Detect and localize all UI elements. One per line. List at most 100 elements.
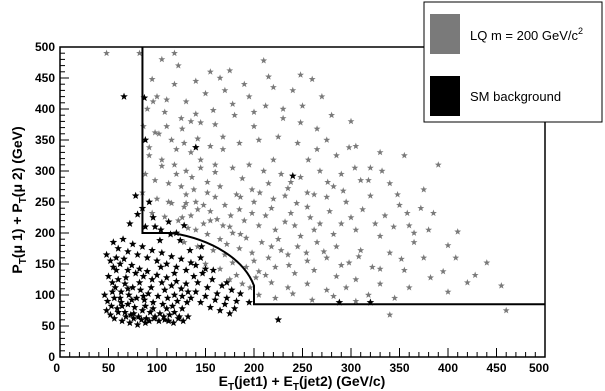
sm-point: [114, 308, 122, 316]
y-axis-title-rest1: (μ 1) + P: [9, 203, 25, 258]
lq-point: [231, 111, 239, 119]
lq-point: [303, 280, 311, 287]
sm-point: [155, 317, 163, 325]
lq-point: [192, 198, 200, 205]
sm-point: [124, 266, 132, 274]
lq-point: [238, 280, 246, 287]
sm-point: [167, 252, 176, 260]
lq-point: [197, 119, 205, 126]
lq-point: [323, 136, 331, 143]
lq-point: [376, 232, 384, 240]
lq-point: [299, 102, 306, 109]
lq-point: [168, 136, 175, 143]
sm-point: [149, 304, 157, 312]
lq-point: [229, 229, 237, 236]
lq-point: [268, 243, 275, 250]
sm-point: [121, 308, 129, 316]
lq-point: [236, 139, 243, 147]
lq-point: [403, 209, 411, 217]
lq-point: [178, 125, 186, 132]
sm-point: [124, 284, 132, 293]
sm-point: [274, 315, 283, 324]
lq-point: [238, 174, 246, 182]
lq-point: [248, 209, 256, 217]
lq-point: [337, 261, 345, 269]
lq-point: [211, 193, 219, 200]
lq-point: [410, 229, 418, 236]
sm-point: [156, 236, 164, 244]
sm-point: [163, 294, 172, 302]
sm-point: [131, 269, 140, 277]
sm-point: [225, 309, 234, 317]
lq-point: [211, 120, 219, 128]
sm-point: [138, 306, 147, 314]
sm-point: [172, 277, 181, 285]
legend-label-lq-sup: 2: [578, 26, 583, 36]
lq-point: [260, 167, 268, 174]
sm-point: [109, 263, 118, 271]
lq-point: [365, 291, 372, 298]
sm-point: [159, 312, 168, 320]
lq-point: [308, 296, 316, 303]
sm-point: [116, 294, 124, 302]
lq-point: [284, 283, 292, 291]
sm-point: [111, 283, 120, 291]
lq-point: [250, 198, 258, 205]
lq-point: [289, 86, 297, 94]
x-tick-label: 50: [102, 361, 116, 375]
sm-point: [132, 294, 141, 302]
lq-point: [345, 259, 353, 266]
sm-point: [158, 248, 166, 257]
sm-point: [190, 272, 198, 280]
lq-point: [229, 259, 237, 266]
lq-point: [216, 265, 224, 272]
sm-point: [133, 250, 142, 258]
sm-point: [182, 279, 190, 288]
lq-point: [269, 156, 277, 163]
lq-point: [297, 232, 304, 240]
sm-point: [198, 269, 207, 277]
lq-point: [378, 167, 386, 174]
lq-point: [289, 290, 297, 297]
sm-point: [113, 304, 122, 312]
sm-point: [178, 304, 187, 312]
sm-point: [125, 291, 133, 299]
lq-point: [180, 139, 188, 147]
y-tick-label: 350: [35, 133, 55, 147]
sm-point: [112, 266, 121, 274]
lq-point: [216, 182, 224, 190]
lq-point: [277, 170, 285, 178]
lq-point: [172, 145, 180, 153]
lq-point: [313, 145, 321, 153]
sm-point: [187, 258, 195, 266]
lq-point: [187, 148, 195, 156]
lq-point: [430, 209, 437, 217]
lq-point: [252, 274, 260, 281]
sm-point: [183, 298, 191, 306]
sm-point: [216, 306, 224, 314]
sm-point: [144, 289, 153, 297]
sm-point: [126, 318, 134, 327]
lq-point: [425, 226, 433, 233]
lq-point: [221, 86, 229, 94]
sm-point: [133, 210, 142, 218]
lq-point: [328, 111, 336, 119]
lq-point: [398, 255, 405, 262]
sm-point: [134, 312, 143, 320]
lq-point: [265, 179, 272, 187]
lq-point: [149, 97, 157, 105]
lq-point: [221, 201, 229, 209]
lq-point: [265, 73, 272, 80]
lq-point: [281, 192, 289, 199]
sm-point: [139, 272, 148, 280]
lq-point: [287, 209, 295, 217]
y-tick-label: 150: [35, 257, 55, 271]
sm-point: [201, 264, 210, 273]
lq-point: [452, 254, 460, 261]
sm-point: [109, 238, 118, 246]
x-tick-label: 0: [53, 361, 60, 375]
lq-point: [255, 267, 263, 275]
x-axis-title-sub2: T: [293, 382, 299, 391]
lq-point: [376, 265, 384, 272]
sm-point: [136, 286, 145, 294]
